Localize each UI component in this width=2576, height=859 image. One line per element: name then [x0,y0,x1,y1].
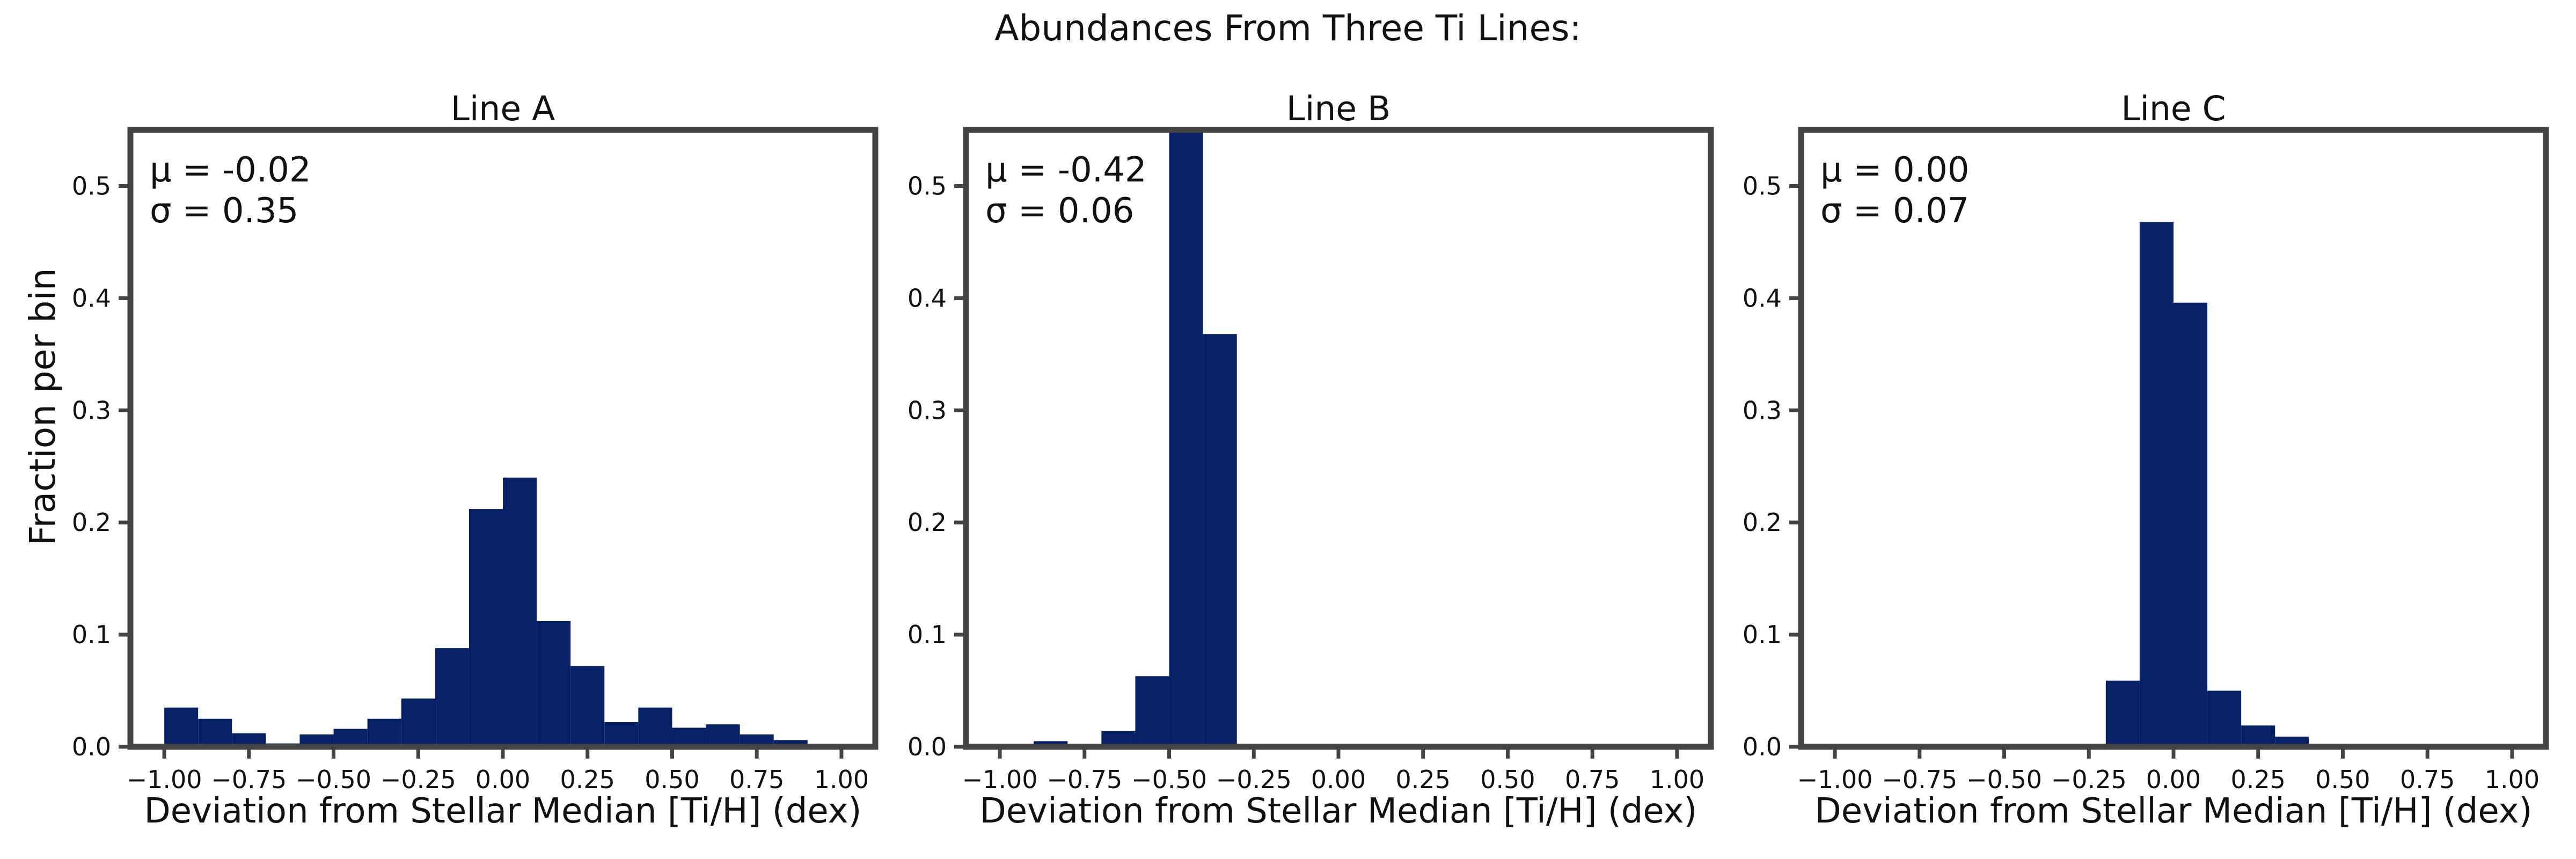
x-tick-label: 0.75 [2400,765,2455,794]
histogram-bar [401,698,435,747]
histogram-bar [706,724,740,747]
y-tick-label: 0.2 [72,508,111,537]
y-tick-label: 0.4 [72,283,111,312]
histogram-bar [1135,676,1169,747]
mean-annotation: μ = -0.42 [985,150,1147,190]
histogram-bar [299,734,334,747]
histogram-bar [1169,130,1203,747]
panels: Line A −1.00 −0.75 −0.50 −0.25 0.00 0.25 0.50 0.… [72,89,2549,831]
histogram-bar [198,718,232,747]
x-tick-label: −0.75 [211,765,287,794]
x-tick-label: 0.75 [1565,765,1620,794]
y-tick-label: 0.0 [908,732,947,761]
histogram-bar [2174,302,2208,747]
histogram-bar [570,666,605,747]
y-tick-label: 0.0 [1743,732,1782,761]
histogram-bar [469,509,503,747]
histogram-bar [638,707,672,747]
figure-title: Abundances From Three Ti Lines: [994,8,1581,49]
histogram-bar [503,477,537,747]
y-tick-label: 0.1 [1743,620,1782,649]
x-axis-label: Deviation from Stellar Median [Ti/H] (de… [1815,791,2533,831]
x-tick-label: 0.50 [645,765,699,794]
x-tick-label: 0.00 [1311,765,1366,794]
histogram-bar [164,707,199,747]
x-tick-label: 1.00 [1650,765,1704,794]
histogram-bar [2207,690,2242,747]
y-tick-label: 0.3 [72,396,111,425]
histogram-bar [740,734,774,747]
x-tick-label: −0.75 [1046,765,1122,794]
y-tick-label: 0.2 [908,508,947,537]
y-tick-label: 0.5 [72,171,111,200]
histogram-bar [2241,725,2275,747]
x-tick-label: 0.25 [2231,765,2286,794]
x-tick-label: 0.75 [729,765,784,794]
sigma-annotation: σ = 0.07 [1820,191,1969,231]
x-tick-label: −1.00 [1797,765,1873,794]
x-tick-label: −1.00 [127,765,202,794]
x-tick-label: −0.25 [380,765,456,794]
histogram-bar [333,729,368,747]
x-tick-label: −0.75 [1882,765,1957,794]
x-tick-label: 1.00 [814,765,869,794]
x-tick-label: −0.50 [1966,765,2042,794]
y-tick-label: 0.0 [72,732,111,761]
histogram-bar [367,718,401,747]
y-tick-label: 0.1 [908,620,947,649]
histogram-bar [435,648,469,747]
x-tick-label: −0.25 [2051,765,2127,794]
y-tick-label: 0.3 [908,396,947,425]
histogram-bar [672,727,706,747]
y-tick-label: 0.1 [72,620,111,649]
x-tick-label: 0.25 [560,765,615,794]
panel-title: Line B [1286,89,1391,128]
histogram-bar [1203,334,1237,747]
x-tick-label: 0.25 [1396,765,1451,794]
x-tick-label: −1.00 [962,765,1038,794]
x-axis-label: Deviation from Stellar Median [Ti/H] (de… [980,791,1697,831]
x-tick-label: −0.50 [1131,765,1207,794]
histogram-bar [604,722,639,747]
x-axis-label: Deviation from Stellar Median [Ti/H] (de… [144,791,862,831]
y-tick-label: 0.3 [1743,396,1782,425]
mean-annotation: μ = 0.00 [1820,150,1970,190]
histogram-bar [537,621,571,747]
panel-2: Line B −1.00 −0.75 −0.50 −0.25 0.00 0.25 0.50 0.… [908,89,1714,831]
x-tick-label: 0.00 [475,765,530,794]
panel-title: Line A [451,89,555,128]
x-tick-label: 0.50 [1480,765,1535,794]
y-tick-label: 0.4 [908,283,947,312]
y-axis-label: Fraction per bin [22,268,63,545]
x-tick-label: −0.25 [1216,765,1292,794]
panel-title: Line C [2121,89,2226,128]
x-tick-label: 0.50 [2315,765,2370,794]
panel-3: Line C −1.00 −0.75 −0.50 −0.25 0.00 0.25 0.50 0.… [1743,89,2549,831]
y-tick-label: 0.2 [1743,508,1782,537]
y-tick-label: 0.4 [1743,283,1782,312]
histogram-bar [2105,680,2140,747]
x-tick-label: 1.00 [2485,765,2540,794]
y-tick-label: 0.5 [908,171,947,200]
x-tick-label: −0.50 [296,765,371,794]
y-tick-label: 0.5 [1743,171,1782,200]
sigma-annotation: σ = 0.35 [150,191,298,231]
panel-1: Line A −1.00 −0.75 −0.50 −0.25 0.00 0.25 0.50 0.… [72,89,879,831]
sigma-annotation: σ = 0.06 [985,191,1134,231]
histogram-bar [2139,222,2174,747]
x-tick-label: 0.00 [2146,765,2201,794]
mean-annotation: μ = -0.02 [150,150,311,190]
